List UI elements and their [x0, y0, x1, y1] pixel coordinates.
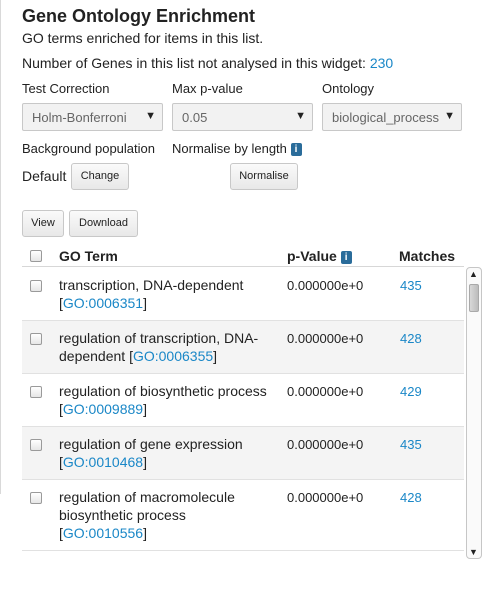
max-pvalue-value: 0.05: [182, 110, 208, 125]
matches-header: Matches: [399, 248, 456, 264]
go-id-link[interactable]: GO:0010556: [62, 525, 144, 541]
pvalue-header-text: p-Value: [287, 248, 337, 264]
dropdown-arrow-icon: ▼: [444, 110, 455, 122]
go-id-link[interactable]: GO:0006355: [132, 348, 214, 364]
header-divider: [22, 266, 464, 267]
max-pvalue-label: Max p-value: [172, 81, 243, 96]
row-checkbox[interactable]: [30, 280, 42, 292]
background-value: Default: [22, 168, 67, 184]
change-background-button[interactable]: Change: [71, 163, 129, 190]
go-term-name: regulation of macromolecule biosynthetic…: [59, 489, 235, 523]
not-analysed-label: Number of Genes in this list not analyse…: [22, 55, 366, 71]
not-analysed-count-link[interactable]: 230: [369, 55, 394, 71]
go-term-cell: transcription, DNA-dependent [GO:0006351…: [59, 277, 244, 311]
table-row: transcription, DNA-dependent [GO:0006351…: [22, 267, 464, 321]
go-term-header: GO Term: [59, 248, 118, 264]
go-id-link[interactable]: GO:0006351: [62, 295, 144, 311]
matches-link[interactable]: 428: [400, 490, 422, 505]
go-term-name: regulation of gene expression: [59, 436, 243, 452]
table-row: regulation of macromolecule biosynthetic…: [22, 480, 464, 551]
row-divider: [22, 320, 464, 321]
go-term-name: regulation of biosynthetic process: [59, 383, 267, 399]
ontology-value: biological_process: [332, 110, 439, 125]
go-term-name: regulation of transcription, DNA-depende…: [59, 330, 259, 364]
pvalue-cell: 0.000000e+0: [287, 490, 364, 505]
normalise-label-text: Normalise by length: [172, 141, 287, 156]
scroll-down-arrow-icon[interactable]: ▼: [469, 547, 478, 557]
table-scrollbar[interactable]: ▲ ▼: [466, 267, 482, 559]
matches-link[interactable]: 435: [400, 278, 422, 293]
pvalue-cell: 0.000000e+0: [287, 437, 364, 452]
pvalue-cell: 0.000000e+0: [287, 331, 364, 346]
pvalue-header: p-Value i: [287, 248, 352, 264]
row-checkbox[interactable]: [30, 439, 42, 451]
not-analysed-text: Number of Genes in this list not analyse…: [22, 55, 393, 71]
download-button[interactable]: Download: [69, 210, 138, 237]
test-correction-label: Test Correction: [22, 81, 110, 96]
select-all-checkbox[interactable]: [30, 250, 42, 262]
table-row: regulation of transcription, DNA-depende…: [22, 321, 464, 374]
normalise-label: Normalise by length i: [172, 141, 302, 157]
row-divider: [22, 550, 464, 551]
view-button[interactable]: View: [22, 210, 64, 237]
row-divider: [22, 426, 464, 427]
normalise-button[interactable]: Normalise: [230, 163, 298, 190]
matches-link[interactable]: 435: [400, 437, 422, 452]
pvalue-cell: 0.000000e+0: [287, 384, 364, 399]
ontology-select[interactable]: biological_process ▼: [322, 103, 462, 131]
max-pvalue-select[interactable]: 0.05 ▼: [172, 103, 313, 131]
left-border: [0, 0, 3, 494]
matches-link[interactable]: 429: [400, 384, 422, 399]
dropdown-arrow-icon: ▼: [145, 110, 156, 122]
ontology-label: Ontology: [322, 81, 375, 96]
go-term-cell: regulation of macromolecule biosynthetic…: [59, 489, 235, 541]
info-icon[interactable]: i: [340, 250, 352, 264]
info-icon[interactable]: i: [290, 143, 302, 157]
row-divider: [22, 373, 464, 374]
table-row: regulation of gene expression [GO:001046…: [22, 427, 464, 480]
widget-title: Gene Ontology Enrichment: [22, 6, 256, 26]
go-term-name: transcription, DNA-dependent: [59, 277, 244, 293]
row-checkbox[interactable]: [30, 492, 42, 504]
row-checkbox[interactable]: [30, 386, 42, 398]
row-divider: [22, 479, 464, 480]
row-checkbox[interactable]: [30, 333, 42, 345]
scrollbar-thumb[interactable]: [469, 284, 479, 312]
test-correction-select[interactable]: Holm-Bonferroni ▼: [22, 103, 163, 131]
test-correction-value: Holm-Bonferroni: [32, 110, 127, 125]
pvalue-cell: 0.000000e+0: [287, 278, 364, 293]
go-term-cell: regulation of biosynthetic process [GO:0…: [59, 383, 267, 417]
go-term-cell: regulation of transcription, DNA-depende…: [59, 330, 259, 364]
dropdown-arrow-icon: ▼: [295, 110, 306, 122]
widget-subtitle: GO terms enriched for items in this list…: [22, 30, 264, 46]
scroll-up-arrow-icon[interactable]: ▲: [469, 269, 478, 279]
go-id-link[interactable]: GO:0010468: [62, 454, 144, 470]
go-id-link[interactable]: GO:0009889: [62, 401, 144, 417]
matches-link[interactable]: 428: [400, 331, 422, 346]
go-term-cell: regulation of gene expression [GO:001046…: [59, 436, 243, 470]
background-population-label: Background population: [22, 141, 155, 156]
table-row: regulation of biosynthetic process [GO:0…: [22, 374, 464, 427]
